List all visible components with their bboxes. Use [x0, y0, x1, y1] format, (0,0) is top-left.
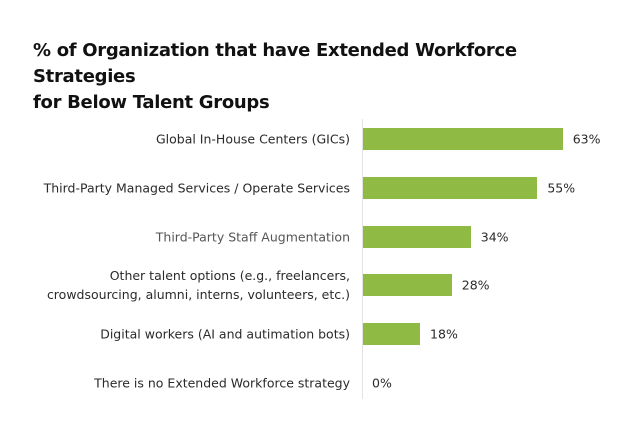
bar — [363, 128, 563, 150]
category-label-line: Global In-House Centers (GICs) — [155, 131, 350, 147]
category-label: There is no Extended Workforce strategy — [94, 374, 350, 393]
category-label-line: Digital workers (AI and autimation bots) — [100, 326, 350, 342]
chart-title-line-1: % of Organization that have Extended Wor… — [33, 40, 517, 87]
category-label: Digital workers (AI and autimation bots) — [100, 325, 350, 344]
value-label: 28% — [461, 277, 490, 293]
category-label-line: There is no Extended Workforce strategy — [94, 375, 350, 391]
bar-row: Third-Party Managed Services / Operate S… — [0, 176, 624, 199]
category-label: Third-Party Staff Augmentation — [156, 227, 350, 246]
bar-row: Global In-House Centers (GICs) 63% — [0, 128, 624, 150]
chart-title: % of Organization that have Extended Wor… — [33, 38, 613, 116]
chart-title-line-2: for Below Talent Groups — [33, 92, 270, 113]
category-label-line: Third-Party Managed Services / Operate S… — [43, 180, 350, 196]
value-label: 34% — [480, 229, 509, 245]
bar — [363, 323, 421, 346]
value-label: 0% — [372, 375, 392, 391]
value-label: 18% — [430, 326, 458, 342]
category-label-line: Other talent options (e.g., freelancers, — [109, 268, 350, 284]
bar-row: Digital workers (AI and autimation bots)… — [0, 323, 624, 346]
category-label-line: Third-Party Staff Augmentation — [155, 229, 350, 245]
category-label-line: crowdsourcing, alumni, interns, voluntee… — [46, 287, 350, 303]
category-label: Global In-House Centers (GICs) — [156, 130, 350, 149]
value-label: 63% — [572, 131, 601, 147]
value-label: 55% — [547, 180, 576, 196]
category-axis-line — [362, 119, 363, 399]
bar — [363, 225, 471, 248]
bar-row: Third-Party Staff Augmentation 34% — [0, 225, 624, 248]
category-label: Other talent options (e.g., freelancers,… — [47, 266, 350, 304]
bar-row: There is no Extended Workforce strategy 0… — [0, 372, 624, 394]
bar-row: Other talent options (e.g., freelancers,… — [0, 268, 624, 302]
bar — [363, 176, 538, 199]
category-label: Third-Party Managed Services / Operate S… — [44, 178, 350, 197]
bar — [363, 274, 452, 297]
